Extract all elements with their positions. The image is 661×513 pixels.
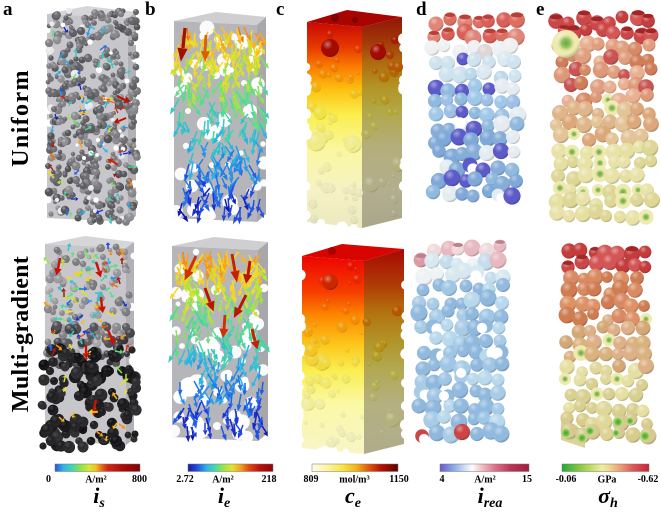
svg-text:4: 4	[440, 474, 445, 485]
svg-text:a: a	[3, 0, 13, 20]
svg-text:1150: 1150	[389, 474, 408, 485]
svg-text:-0.62: -0.62	[638, 474, 659, 485]
svg-text:15: 15	[522, 474, 532, 485]
svg-text:A/m2: A/m2	[212, 474, 234, 486]
svg-text:GPa: GPa	[598, 475, 617, 486]
svg-text:-0.06: -0.06	[556, 474, 577, 485]
svg-text:A/m2: A/m2	[85, 474, 107, 486]
svg-text:d: d	[416, 0, 427, 20]
svg-text:e: e	[536, 0, 544, 20]
svg-text:Multi-gradient: Multi-gradient	[8, 256, 34, 412]
svg-text:809: 809	[304, 474, 319, 485]
svg-text:A/m2: A/m2	[474, 474, 496, 486]
svg-text:218: 218	[262, 474, 277, 485]
svg-text:b: b	[145, 0, 156, 20]
svg-text:2.72: 2.72	[176, 474, 194, 485]
svg-text:c: c	[276, 0, 284, 20]
svg-text:800: 800	[132, 474, 147, 485]
svg-text:0: 0	[46, 474, 51, 485]
svg-text:mol/m3: mol/m3	[339, 474, 370, 486]
svg-text:Uniform: Uniform	[8, 69, 34, 167]
